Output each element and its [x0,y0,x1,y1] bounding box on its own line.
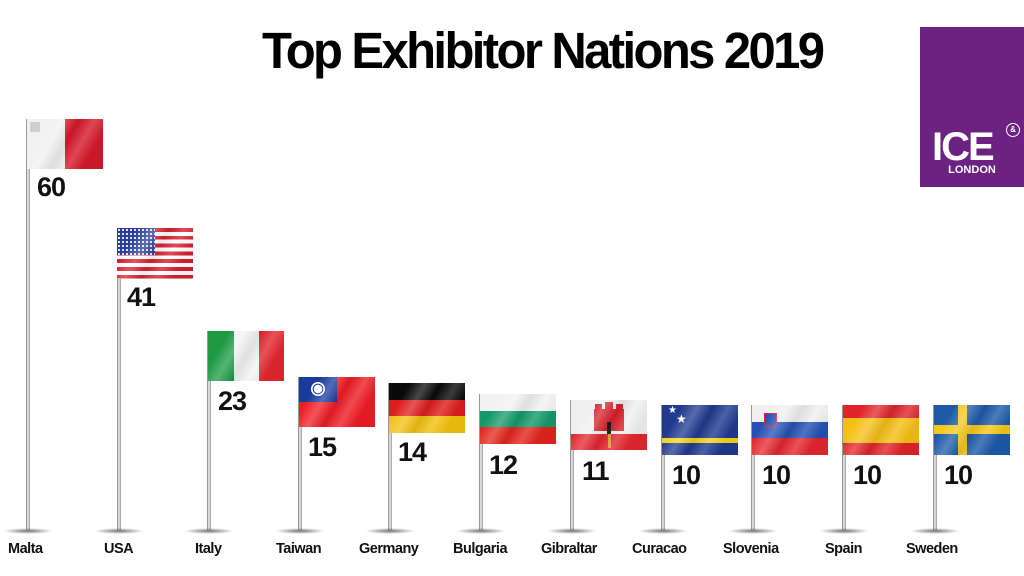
page-title: Top Exhibitor Nations 2019 [262,23,825,80]
curacao-flag-icon: ★ ★ [662,405,738,455]
pole-shadow [638,528,688,534]
bar-label: Gibraltar [541,541,597,557]
bar-value: 15 [308,432,337,462]
pole-shadow [275,528,325,534]
pole-shadow [94,528,144,534]
bar-label: Slovenia [723,541,779,557]
spain-flag-icon [843,405,919,455]
sweden-flag-icon [934,405,1010,455]
slovenia-flag-icon [752,405,828,455]
flagpole [207,331,211,530]
bar-label: Italy [195,541,222,557]
logo-ampersand-mark: & [1006,123,1020,137]
bar-label: Bulgaria [453,541,508,557]
bar-value: 41 [127,282,156,312]
bar-value: 11 [582,456,610,486]
bar-label: Spain [825,541,862,557]
flagpole [298,377,302,530]
bar-label: Taiwan [276,541,322,557]
flagpole [570,400,574,530]
bar-label: Sweden [906,541,958,557]
bar-label: Germany [359,541,419,557]
bar-value: 10 [672,460,701,490]
italy-flag-icon [208,331,284,381]
flagpole [661,405,665,530]
bar-value: 14 [398,437,427,467]
logo-brand: ICE [932,125,995,169]
bar-label: Malta [8,541,43,557]
pole-shadow [910,528,960,534]
pole-shadow [547,528,597,534]
pole-shadow [819,528,869,534]
flagpole [751,405,755,530]
flagpole [842,405,846,530]
bar-value: 10 [762,460,791,490]
pole-shadow [184,528,234,534]
flagpole [388,383,392,530]
ice-london-logo: ICE & LONDON [920,27,1024,187]
bar-value: 12 [489,450,518,480]
bar-label: USA [104,541,134,557]
gibraltar-flag-icon [571,400,647,450]
flagpole [933,405,937,530]
bulgaria-flag-icon [480,394,556,444]
usa-flag-icon [117,228,193,279]
bar-label: Curacao [632,541,687,557]
flagpole [117,228,121,530]
bar-value: 23 [218,386,247,416]
pole-shadow [456,528,506,534]
malta-flag-icon [27,119,103,169]
flagpole [479,394,483,530]
germany-flag-icon [389,383,465,433]
pole-shadow [3,528,53,534]
taiwan-flag-icon [299,377,375,427]
logo-city: LONDON [948,164,996,176]
bar-value: 10 [853,460,882,490]
bar-value: 60 [37,172,66,202]
pole-shadow [728,528,778,534]
pole-shadow [365,528,415,534]
bar-value: 10 [944,460,973,490]
flagpole [26,119,30,530]
